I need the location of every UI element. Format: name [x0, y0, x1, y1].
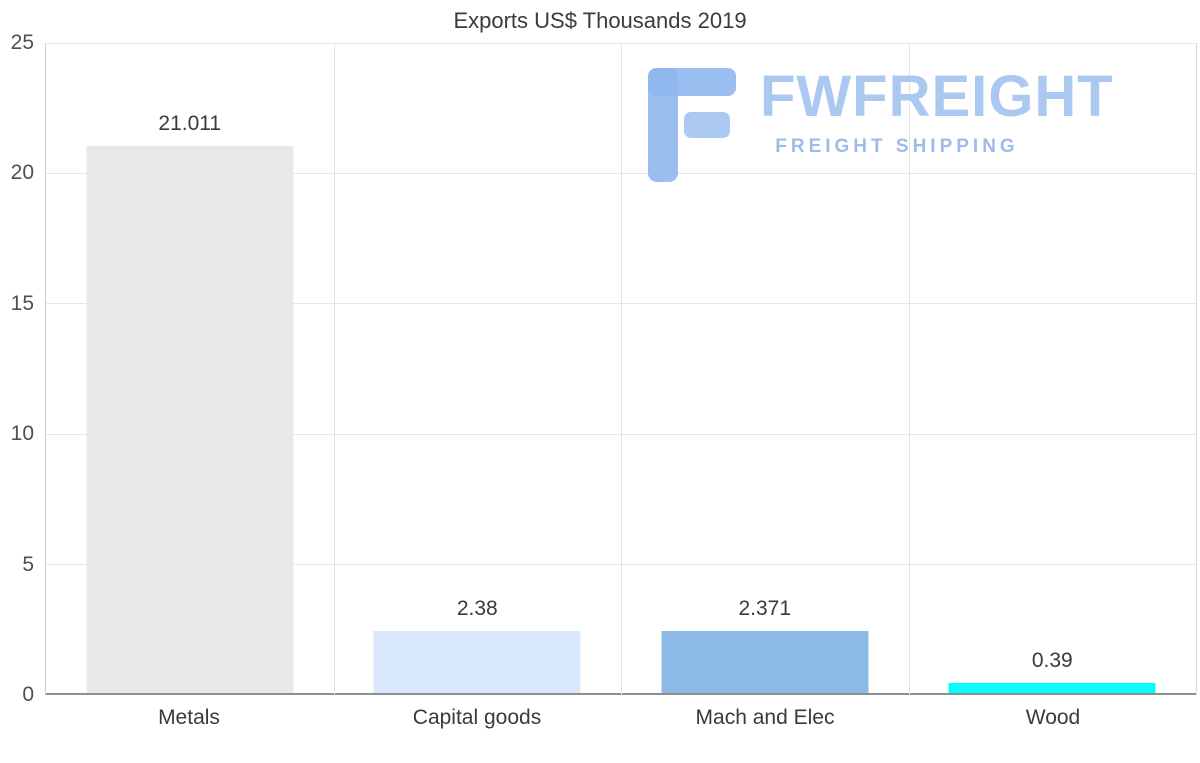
bar-metals: [86, 145, 294, 693]
y-axis: 0 5 10 15 20 25: [0, 31, 38, 706]
bar-wood: [948, 682, 1156, 693]
bar-value-label: 0.39: [1031, 648, 1073, 672]
bar-value-label: 2.38: [456, 597, 498, 621]
x-axis: Metals Capital goods Mach and Elec Wood: [45, 706, 1197, 740]
gridline-v: [333, 44, 335, 695]
chart-title: Exports US$ Thousands 2019: [453, 8, 747, 33]
x-category-label: Metals: [158, 706, 220, 729]
y-tick-label: 10: [10, 422, 34, 446]
plot-area: 21.011 2.38 2.371 0.39: [45, 43, 1197, 695]
x-category-label: Capital goods: [412, 706, 542, 729]
bar-value-label: 21.011: [158, 111, 222, 135]
gridline-v: [908, 44, 910, 695]
bar-value-label: 2.371: [738, 597, 792, 621]
gridline-v: [621, 44, 622, 695]
x-category-label: Wood: [1025, 706, 1081, 729]
gridline-h: [46, 43, 1196, 44]
y-tick-label: 15: [10, 291, 34, 315]
y-tick-label: 25: [10, 31, 34, 54]
bar-capital-goods: [373, 631, 581, 693]
y-tick-label: 0: [22, 683, 34, 706]
x-category-label: Mach and Elec: [695, 706, 835, 729]
y-tick-label: 5: [22, 552, 34, 576]
y-tick-label: 20: [10, 161, 34, 185]
bar-mach-and-elec: [661, 631, 869, 693]
